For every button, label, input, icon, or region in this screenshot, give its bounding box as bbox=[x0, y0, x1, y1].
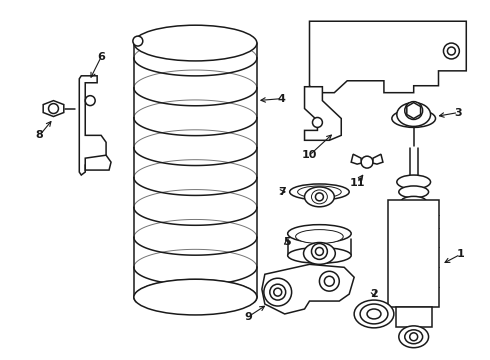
Polygon shape bbox=[388, 200, 440, 307]
Ellipse shape bbox=[295, 230, 343, 243]
Text: 6: 6 bbox=[97, 52, 105, 62]
Ellipse shape bbox=[405, 330, 422, 344]
Ellipse shape bbox=[312, 190, 327, 204]
Ellipse shape bbox=[134, 279, 257, 315]
Text: 5: 5 bbox=[283, 237, 291, 247]
Text: 8: 8 bbox=[36, 130, 44, 140]
Text: 2: 2 bbox=[370, 289, 378, 299]
Circle shape bbox=[443, 43, 459, 59]
Ellipse shape bbox=[392, 109, 436, 127]
Ellipse shape bbox=[297, 186, 341, 198]
Ellipse shape bbox=[399, 326, 429, 348]
Polygon shape bbox=[85, 155, 111, 170]
Circle shape bbox=[361, 156, 373, 168]
Text: 9: 9 bbox=[244, 312, 252, 322]
Circle shape bbox=[270, 284, 286, 300]
Ellipse shape bbox=[360, 304, 388, 324]
Text: 7: 7 bbox=[278, 187, 286, 197]
Circle shape bbox=[274, 288, 282, 296]
Circle shape bbox=[319, 271, 339, 291]
Circle shape bbox=[133, 36, 143, 46]
Polygon shape bbox=[396, 307, 432, 327]
Polygon shape bbox=[373, 154, 383, 164]
Text: 11: 11 bbox=[349, 178, 365, 188]
Ellipse shape bbox=[305, 187, 334, 207]
Ellipse shape bbox=[397, 103, 431, 126]
Polygon shape bbox=[43, 100, 64, 117]
Circle shape bbox=[324, 276, 334, 286]
Ellipse shape bbox=[367, 309, 381, 319]
Text: 10: 10 bbox=[302, 150, 317, 160]
Ellipse shape bbox=[401, 196, 427, 207]
Ellipse shape bbox=[399, 186, 429, 198]
Text: 1: 1 bbox=[457, 249, 464, 260]
Ellipse shape bbox=[410, 333, 417, 341]
Circle shape bbox=[85, 96, 95, 105]
Polygon shape bbox=[310, 21, 466, 93]
Ellipse shape bbox=[316, 193, 323, 201]
Polygon shape bbox=[262, 264, 354, 314]
Text: 4: 4 bbox=[278, 94, 286, 104]
Circle shape bbox=[405, 102, 422, 120]
Ellipse shape bbox=[290, 184, 349, 200]
Ellipse shape bbox=[312, 243, 327, 260]
Ellipse shape bbox=[134, 25, 257, 61]
Polygon shape bbox=[305, 87, 341, 140]
Text: 3: 3 bbox=[455, 108, 462, 117]
Circle shape bbox=[264, 278, 292, 306]
Ellipse shape bbox=[288, 247, 351, 264]
Polygon shape bbox=[351, 154, 361, 164]
Ellipse shape bbox=[397, 175, 431, 189]
Ellipse shape bbox=[316, 247, 323, 255]
Ellipse shape bbox=[288, 225, 351, 243]
Polygon shape bbox=[79, 76, 106, 175]
Polygon shape bbox=[407, 103, 420, 118]
Ellipse shape bbox=[303, 243, 335, 264]
Circle shape bbox=[49, 104, 58, 113]
Ellipse shape bbox=[354, 300, 394, 328]
Circle shape bbox=[447, 47, 455, 55]
Circle shape bbox=[313, 117, 322, 127]
